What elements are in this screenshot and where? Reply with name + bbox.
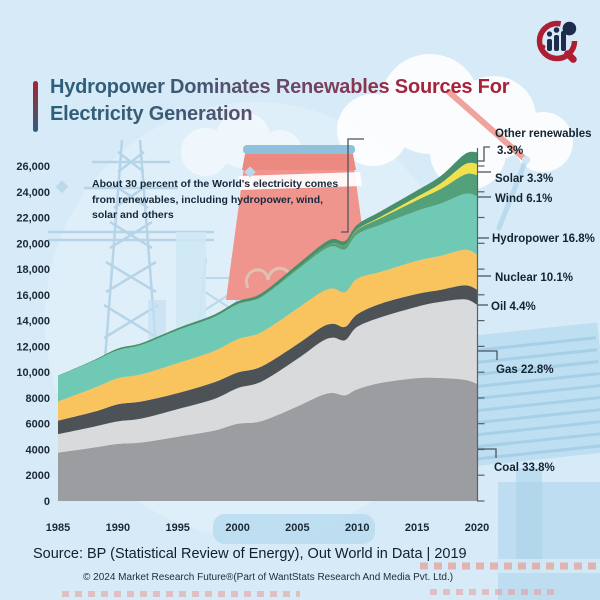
area-gas: [58, 299, 477, 453]
series-label-solar: Solar 3.3%: [495, 173, 553, 185]
y-tick-label: 16,000: [16, 290, 50, 302]
y-tick-label: 14,000: [16, 316, 50, 328]
y-tick-label: 10,000: [16, 367, 50, 379]
leader-line-other-renewables: [478, 146, 490, 162]
background-panel: [213, 514, 375, 544]
chart-axes: 0 2000 4000 6000 8000 10,000 12,000 14,000 16,00…: [16, 148, 489, 534]
x-tick-label: 1990: [106, 522, 130, 534]
chart-areas: [58, 151, 477, 501]
y-tick-label: 22,000: [16, 213, 50, 225]
leader-line-coal: [478, 448, 497, 458]
diamond-decoration: [55, 180, 69, 194]
series-label-hydropower: Hydropower 16.8%: [492, 233, 595, 245]
solar-panel-icon: [448, 322, 600, 468]
y-tick-label: 26,000: [16, 161, 50, 173]
x-tick-label: 2000: [225, 522, 249, 534]
page-title: Hydropower Dominates Renewables Sources …: [50, 74, 580, 128]
annotation-bracket: [341, 138, 364, 233]
background-block: [498, 482, 600, 600]
series-label-nuclear: Nuclear 10.1%: [495, 272, 573, 284]
series-label-wind: Wind 6.1%: [495, 193, 552, 205]
series-label-gas: Gas 22.8%: [496, 364, 554, 376]
area-oil: [58, 285, 477, 435]
area-coal: [58, 377, 477, 501]
y-tick-label: 8000: [26, 393, 50, 405]
source-line: Source: BP (Statistical Review of Energy…: [33, 546, 467, 562]
y-tick-label: 4000: [26, 445, 50, 457]
diamond-decoration: [244, 166, 256, 178]
pipe-icon: [62, 559, 600, 597]
series-label-oil: Oil 4.4%: [491, 301, 536, 313]
series-label-other-renewables-pct: 3.3%: [497, 145, 523, 157]
chart-annotation: About 30 percent of the World's electric…: [92, 178, 339, 221]
magnifier-bar-chart-icon: [536, 20, 578, 63]
x-tick-label: 2015: [405, 522, 429, 534]
y-tick-label: 20,000: [16, 238, 50, 250]
series-labels: Other renewables 3.3% Solar 3.3% Wind 6.1% H…: [491, 128, 595, 474]
x-tick-label: 1985: [46, 522, 70, 534]
title-accent-bar: [33, 81, 38, 132]
leader-line-gas: [478, 350, 498, 360]
area-nuclear: [58, 249, 477, 421]
mrfr-logo: [536, 20, 578, 63]
y-tick-label: 6000: [26, 419, 50, 431]
label-leader-lines: [478, 146, 498, 458]
x-tick-label: 1995: [165, 522, 189, 534]
title-line-2: Electricity Generation: [50, 103, 253, 125]
x-tick-label: 2010: [345, 522, 369, 534]
x-tick-label: 2020: [465, 522, 489, 534]
x-tick-label: 2005: [285, 522, 309, 534]
series-label-coal: Coal 33.8%: [494, 462, 555, 474]
y-tick-label: 18,000: [16, 264, 50, 276]
series-label-other-renewables: Other renewables: [495, 128, 592, 140]
area-hydropower: [58, 193, 477, 402]
y-tick-label: 12,000: [16, 341, 50, 353]
cloud: [337, 54, 573, 190]
title-line-1: Hydropower Dominates Renewables Sources …: [50, 76, 510, 98]
y-tick-label: 2000: [26, 470, 50, 482]
y-tick-label: 24,000: [16, 187, 50, 199]
wind-turbine-blade-icon: [446, 89, 530, 231]
y-tick-label: 0: [44, 496, 50, 508]
area-wind: [58, 173, 477, 376]
copyright-line: © 2024 Market Research Future®(Part of W…: [83, 572, 454, 583]
